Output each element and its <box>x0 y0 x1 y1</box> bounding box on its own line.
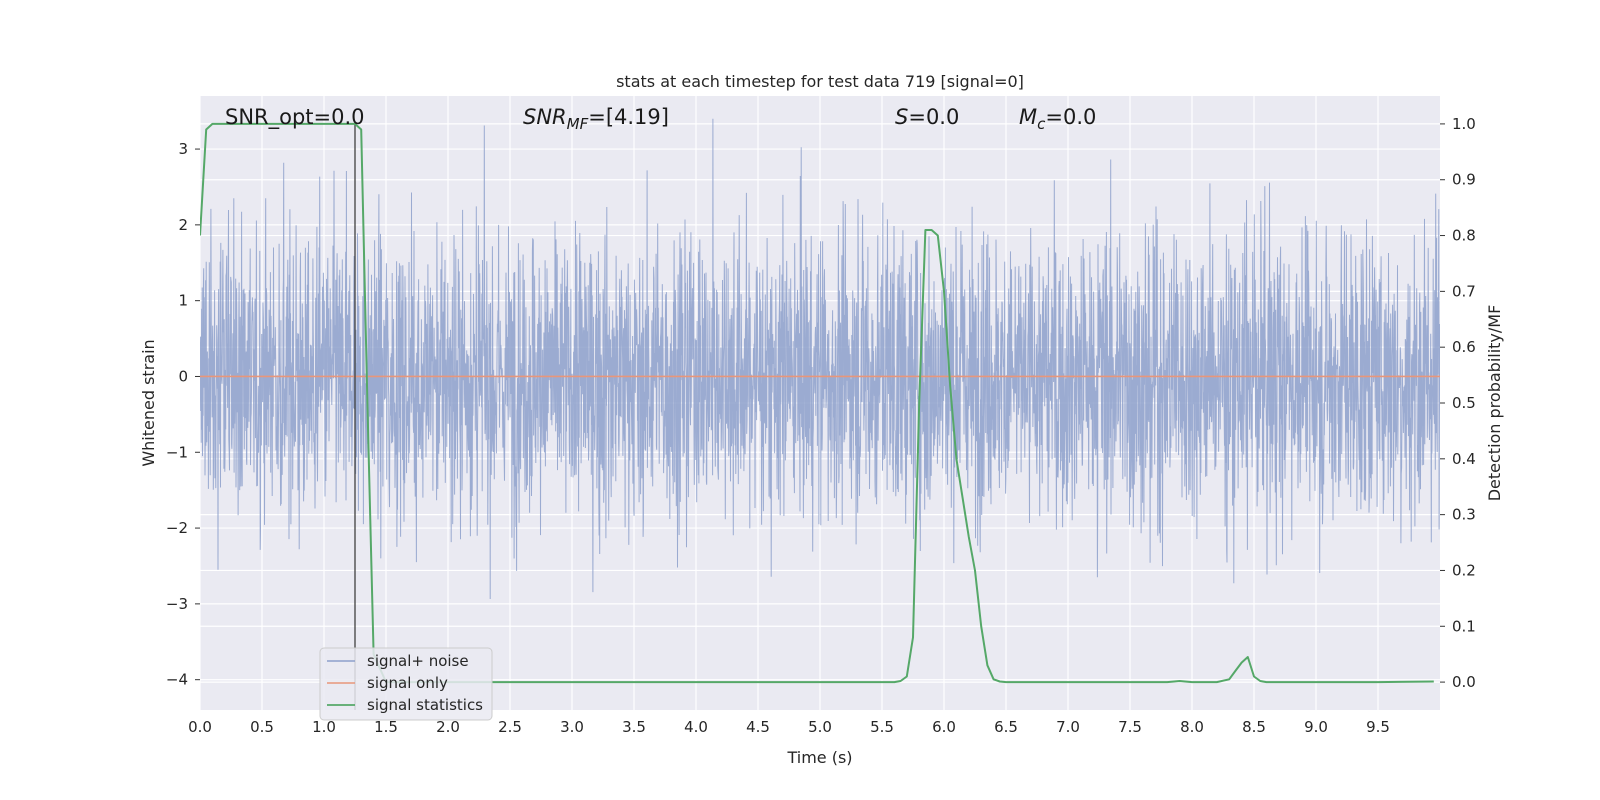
annotation-snr-mf-sub: MF <box>567 115 589 133</box>
x-tick-label: 5.0 <box>808 718 832 736</box>
legend-label-signal-statistics: signal statistics <box>367 696 483 714</box>
y-right-tick-label: 0.9 <box>1452 171 1476 189</box>
annotation-s: S=0.0 <box>895 105 959 129</box>
noise-trace <box>200 118 1440 600</box>
x-tick-label: 7.5 <box>1118 718 1142 736</box>
x-tick-label: 3.0 <box>560 718 584 736</box>
y-right-tick-label: 0.6 <box>1452 338 1476 356</box>
x-tick-label: 3.5 <box>622 718 646 736</box>
y-right-tick-label: 0.4 <box>1452 450 1476 468</box>
annotation-snr-opt: SNR_opt=0.0 <box>225 105 365 130</box>
legend-label-signal-only: signal only <box>367 674 448 692</box>
series-signal-noise <box>200 118 1440 600</box>
x-tick-label: 1.0 <box>312 718 336 736</box>
y-right-tick-label: 0.5 <box>1452 394 1476 412</box>
x-tick-label: 2.0 <box>436 718 460 736</box>
annotation-mc-base: M <box>1019 105 1037 129</box>
x-tick-labels: 0.0 0.5 1.0 1.5 2.0 2.5 3.0 3.5 4.0 4.5 5.0 5.5 6.0 6… <box>188 718 1390 736</box>
y-left-axis-label: Whitened strain <box>139 339 158 466</box>
y-left-tick-label: −2 <box>166 519 188 537</box>
annotation-snr-mf-base: SNR <box>523 105 567 129</box>
x-tick-label: 0.0 <box>188 718 212 736</box>
y-right-axis-label: Detection probability/MF <box>1485 305 1504 502</box>
y-left-tick-label: 0 <box>178 367 188 385</box>
y-left-tick-label: 1 <box>178 292 188 310</box>
x-tick-label: 5.5 <box>870 718 894 736</box>
legend-box <box>319 647 493 721</box>
annotation-s-base: S <box>895 105 908 129</box>
x-tick-label: 2.5 <box>498 718 522 736</box>
annotation-snr-mf-value: =[4.19] <box>588 105 669 129</box>
x-tick-label: 6.5 <box>994 718 1018 736</box>
y-right-tick-label: 0.2 <box>1452 561 1476 579</box>
x-tick-label: 4.5 <box>746 718 770 736</box>
x-tick-label: 9.5 <box>1366 718 1390 736</box>
y-left-tick-label: 2 <box>178 216 188 234</box>
y-left-tick-label: −1 <box>166 443 188 461</box>
chart-title: stats at each timestep for test data 719… <box>616 72 1024 91</box>
annotation-snr-mf: SNRMF=[4.19] <box>523 105 669 133</box>
x-tick-label: 7.0 <box>1056 718 1080 736</box>
x-tick-label: 9.0 <box>1304 718 1328 736</box>
signal-statistics-line <box>200 122 1434 684</box>
x-tick-label: 4.0 <box>684 718 708 736</box>
y-left-tick-label: −4 <box>166 671 188 689</box>
y-left-tick-labels: 3 2 1 0 −1 −2 −3 −4 <box>166 140 200 689</box>
x-axis-label: Time (s) <box>786 748 852 767</box>
y-right-tick-label: 0.0 <box>1452 673 1476 691</box>
x-tick-label: 1.5 <box>374 718 398 736</box>
y-right-tick-label: 0.8 <box>1452 227 1476 245</box>
y-right-tick-labels: 1.0 0.9 0.8 0.7 0.6 0.5 0.4 0.3 0.2 0.1 0.0 <box>1440 115 1476 691</box>
x-tick-label: 8.5 <box>1242 718 1266 736</box>
annotation-s-value: =0.0 <box>908 105 959 129</box>
y-left-tick-label: 3 <box>178 140 188 158</box>
y-left-tick-label: −3 <box>166 595 188 613</box>
y-right-tick-label: 0.1 <box>1452 617 1476 635</box>
legend-label-signal-noise: signal+ noise <box>367 652 469 670</box>
annotation-mc-sub: c <box>1037 115 1046 133</box>
x-tick-label: 8.0 <box>1180 718 1204 736</box>
y-right-tick-label: 0.7 <box>1452 282 1476 300</box>
x-tick-label: 6.0 <box>932 718 956 736</box>
annotation-mc-value: =0.0 <box>1045 105 1096 129</box>
y-right-tick-label: 1.0 <box>1452 115 1476 133</box>
annotation-mc: Mc=0.0 <box>1019 105 1096 133</box>
legend: signal+ noise signal only signal statist… <box>319 647 493 721</box>
series-signal-statistics <box>200 122 1434 684</box>
y-right-tick-label: 0.3 <box>1452 506 1476 524</box>
x-tick-label: 0.5 <box>250 718 274 736</box>
